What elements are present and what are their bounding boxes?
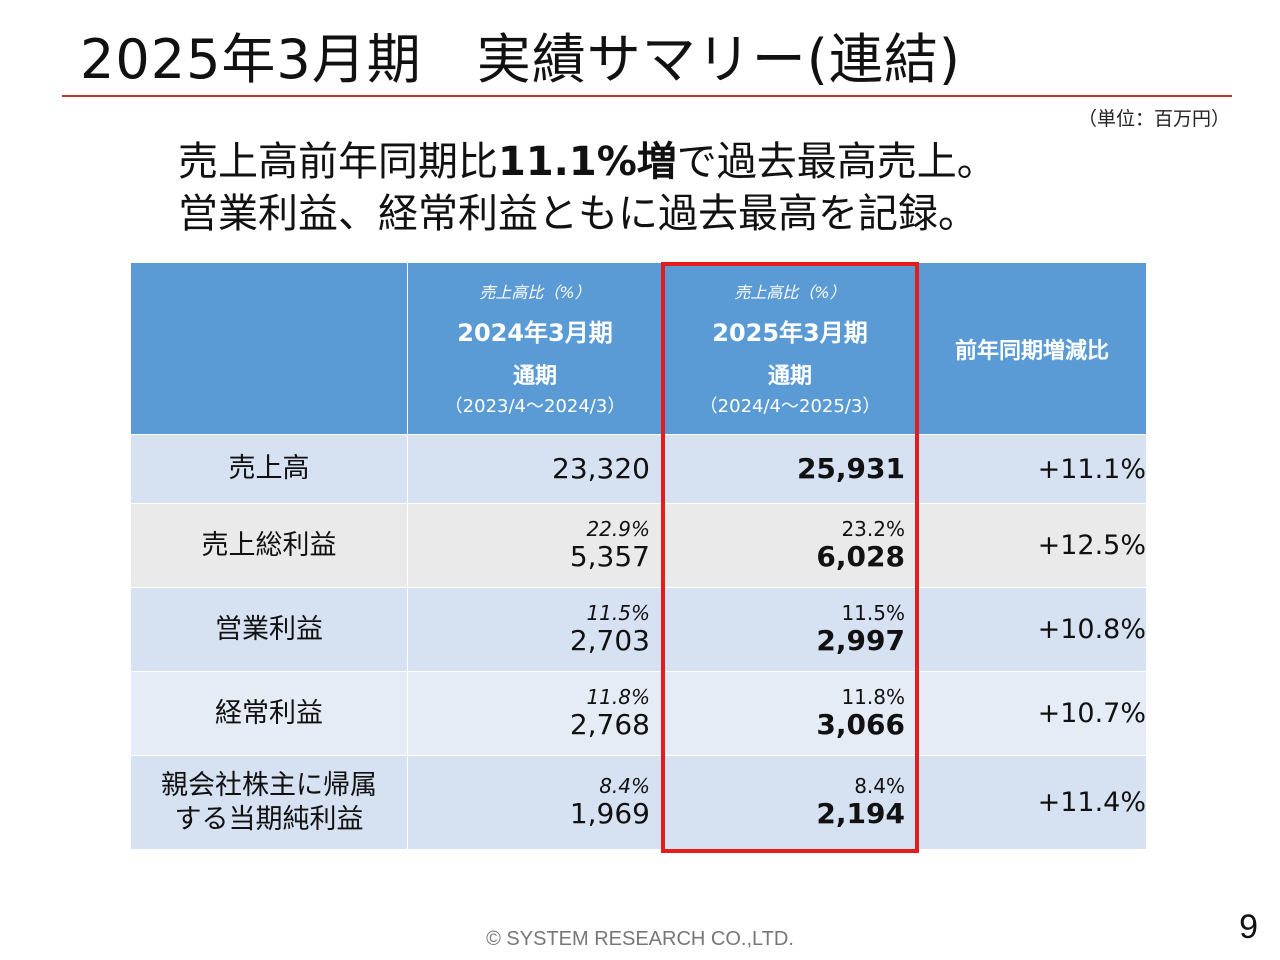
- cur-ratio: 23.2%: [841, 516, 905, 541]
- period-name: 2025年3月期: [712, 319, 868, 347]
- prev-ratio: 11.5%: [586, 600, 650, 625]
- copyright-footer: © SYSTEM RESEARCH CO.,LTD.: [486, 928, 794, 950]
- row-label-line-1: 親会社株主に帰属: [161, 769, 377, 801]
- yoy-value: +11.1%: [917, 434, 1147, 504]
- prev-cell: 11.8% 2,768: [407, 671, 663, 756]
- cur-value: 2,997: [816, 623, 905, 657]
- headline-growth-rate: 11.1%増: [498, 139, 677, 185]
- cur-value: 2,194: [816, 796, 905, 830]
- header-prev-period: 売上高比（%） 2024年3月期 通期 （2023/4～2024/3）: [407, 262, 663, 435]
- headline-line-2: 営業利益、経常利益ともに過去最高を記録。: [178, 191, 978, 237]
- headline-line-1-prefix: 売上高前年同期比: [178, 139, 498, 185]
- table-row: 売上総利益 22.9% 5,357 23.2% 6,028 +12.5%: [130, 503, 1147, 588]
- prev-value: 5,357: [569, 539, 650, 573]
- cur-cell: 23.2% 6,028: [662, 503, 918, 588]
- ratio-note: 売上高比（%）: [734, 283, 846, 302]
- period-type: 通期: [767, 364, 812, 389]
- cur-value: 3,066: [816, 707, 905, 741]
- prev-cell: 22.9% 5,357: [407, 503, 663, 588]
- prev-value: 2,768: [569, 707, 650, 741]
- prev-ratio: 22.9%: [586, 516, 650, 541]
- cur-cell: 11.5% 2,997: [662, 587, 918, 672]
- prev-value: 23,320: [552, 452, 650, 485]
- period-range: （2023/4～2024/3）: [444, 396, 626, 417]
- yoy-header-label: 前年同期増減比: [954, 338, 1109, 364]
- cur-cell: 25,931: [662, 434, 918, 504]
- page-number: 9: [1239, 908, 1258, 946]
- prev-cell: 8.4% 1,969: [407, 755, 663, 850]
- table-header-row: 売上高比（%） 2024年3月期 通期 （2023/4～2024/3） 売上高比…: [130, 262, 1147, 435]
- summary-table: 売上高比（%） 2024年3月期 通期 （2023/4～2024/3） 売上高比…: [130, 262, 1147, 850]
- row-label: 売上高: [130, 434, 408, 504]
- prev-ratio: 8.4%: [599, 773, 650, 798]
- prev-value: 1,969: [569, 796, 650, 830]
- prev-cell: 23,320: [407, 434, 663, 504]
- cur-value: 6,028: [816, 539, 905, 573]
- cur-cell: 8.4% 2,194: [662, 755, 918, 850]
- headline-line-1-suffix: で過去最高売上。: [676, 139, 997, 185]
- ratio-note: 売上高比（%）: [479, 283, 591, 302]
- row-label: 経常利益: [130, 671, 408, 756]
- period-range: （2024/4～2025/3）: [699, 396, 881, 417]
- yoy-value: +10.8%: [917, 587, 1147, 672]
- headline-line-1: 売上高前年同期比11.1%増で過去最高売上。: [178, 136, 997, 188]
- cur-ratio: 11.8%: [841, 684, 905, 709]
- prev-cell: 11.5% 2,703: [407, 587, 663, 672]
- yoy-value: +10.7%: [917, 671, 1147, 756]
- row-label: 売上総利益: [130, 503, 408, 588]
- title-divider: [62, 95, 1232, 97]
- table-row: 経常利益 11.8% 2,768 11.8% 3,066 +10.7%: [130, 671, 1147, 756]
- prev-value: 2,703: [569, 623, 650, 657]
- table-row: 売上高 23,320 25,931 +11.1%: [130, 434, 1147, 504]
- unit-note: （単位：百万円）: [1077, 108, 1230, 130]
- cur-ratio: 8.4%: [854, 773, 905, 798]
- cur-ratio: 11.5%: [841, 600, 905, 625]
- row-label: 親会社株主に帰属 する当期純利益: [130, 755, 408, 850]
- cur-cell: 11.8% 3,066: [662, 671, 918, 756]
- header-cur-period: 売上高比（%） 2025年3月期 通期 （2024/4～2025/3）: [662, 262, 918, 435]
- table-row: 親会社株主に帰属 する当期純利益 8.4% 1,969 8.4% 2,194 +…: [130, 755, 1147, 850]
- header-yoy: 前年同期増減比: [917, 262, 1147, 435]
- page-title: 2025年3月期 実績サマリー(連結): [80, 28, 961, 91]
- header-empty-cell: [130, 262, 408, 435]
- yoy-value: +12.5%: [917, 503, 1147, 588]
- period-type: 通期: [512, 364, 557, 389]
- headline: 売上高前年同期比11.1%増で過去最高売上。 営業利益、経常利益ともに過去最高を…: [178, 136, 997, 240]
- row-label: 営業利益: [130, 587, 408, 672]
- period-name: 2024年3月期: [457, 319, 613, 347]
- cur-value: 25,931: [796, 452, 905, 485]
- row-label-line-2: する当期純利益: [174, 803, 364, 835]
- table-row: 営業利益 11.5% 2,703 11.5% 2,997 +10.8%: [130, 587, 1147, 672]
- prev-ratio: 11.8%: [586, 684, 650, 709]
- yoy-value: +11.4%: [917, 755, 1147, 850]
